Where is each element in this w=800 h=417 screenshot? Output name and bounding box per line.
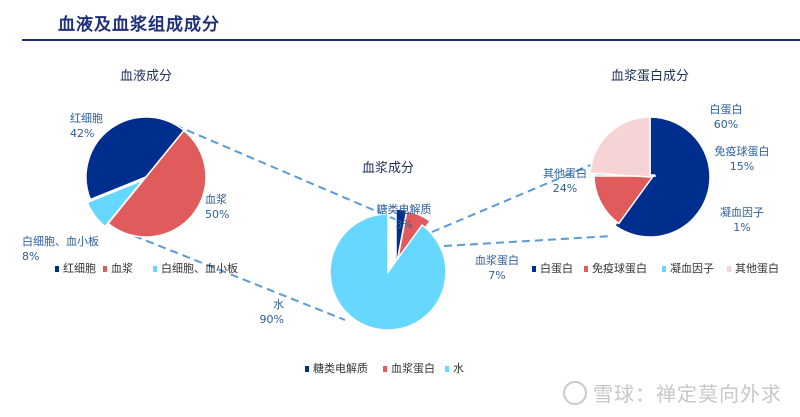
blood-legend-label-3: 白细胞、血小板: [161, 261, 238, 275]
blood-slice-2: [107, 129, 207, 238]
blood-slice-3: [86, 179, 144, 228]
protein-legend-swatch-1: [532, 266, 536, 272]
blood-legend-swatch-1: [55, 266, 59, 272]
blood-data-label-1: 红细胞 42%: [70, 112, 103, 140]
plasma-legend-label-3: 水: [453, 362, 464, 375]
watermark: 雪球：禅定莫向外求: [563, 378, 782, 408]
connector-line-2: [121, 230, 346, 321]
protein-data-label-3: 凝血因子 1%: [720, 205, 764, 234]
plasma-legend-swatch-1: [305, 366, 309, 372]
plasma-legend-swatch-2: [383, 366, 387, 372]
blood-legend-label-1: 红细胞: [63, 262, 96, 275]
blood-legend-swatch-2: [103, 266, 107, 272]
watermark-text: 雪球：禅定莫向外求: [593, 381, 782, 406]
connector-line-1: [162, 119, 426, 233]
protein-data-label-1: 白蛋白 60%: [710, 102, 743, 131]
plasma-pie: [329, 208, 447, 331]
protein-slice-1: [613, 116, 711, 238]
plasma-slice-3: [329, 213, 447, 331]
protein-legend-swatch-3: [662, 266, 666, 272]
protein-data-label-4: 其他蛋白 24%: [543, 166, 587, 195]
blood-legend: 红细胞 血浆 白细胞、血小板: [55, 261, 238, 275]
protein-legend-label-3: 凝血因子: [670, 261, 714, 275]
protein-legend: 白蛋白 免疫球蛋白 凝血因子 其他蛋白: [532, 261, 779, 275]
blood-chart-title: 血液成分: [120, 69, 172, 84]
page-title: 血液及血浆组成成分: [58, 15, 220, 35]
plasma-legend-label-1: 糖类电解质: [313, 361, 368, 375]
blood-data-label-2: 血浆 50%: [205, 192, 229, 221]
blood-legend-swatch-3: [153, 266, 157, 272]
connector-line-4: [443, 235, 613, 247]
plasma-legend-swatch-3: [445, 366, 449, 372]
snowball-logo-icon: [563, 381, 587, 405]
protein-legend-label-2: 免疫球蛋白: [592, 261, 647, 275]
blood-data-label-3: 白细胞、血小板 8%: [22, 234, 99, 263]
plasma-legend: 糖类电解质 血浆蛋白 水: [305, 361, 464, 375]
title-rule: [22, 39, 800, 41]
blood-legend-label-2: 血浆: [111, 261, 133, 275]
plasma-chart-title: 血浆成分: [362, 161, 414, 176]
plasma-data-label-1: 糖类电解质 3%: [377, 202, 432, 231]
plasma-data-label-2: 血浆蛋白 7%: [475, 253, 519, 282]
protein-slice-4: [589, 116, 651, 178]
protein-data-label-2: 免疫球蛋白 15%: [715, 144, 770, 173]
protein-pie: [589, 116, 711, 238]
plasma-legend-label-2: 血浆蛋白: [391, 361, 435, 375]
connector-line-3: [431, 155, 613, 233]
protein-chart-title: 血浆蛋白成分: [611, 68, 689, 84]
protein-slice-2: [593, 174, 656, 225]
plasma-data-label-3: 水 90%: [260, 298, 284, 326]
protein-legend-swatch-4: [727, 266, 731, 272]
protein-legend-label-1: 白蛋白: [540, 261, 573, 275]
blood-slice-1: [85, 116, 185, 201]
blood-pie: [85, 116, 207, 238]
protein-legend-swatch-2: [584, 266, 588, 272]
protein-legend-label-4: 其他蛋白: [735, 261, 779, 275]
